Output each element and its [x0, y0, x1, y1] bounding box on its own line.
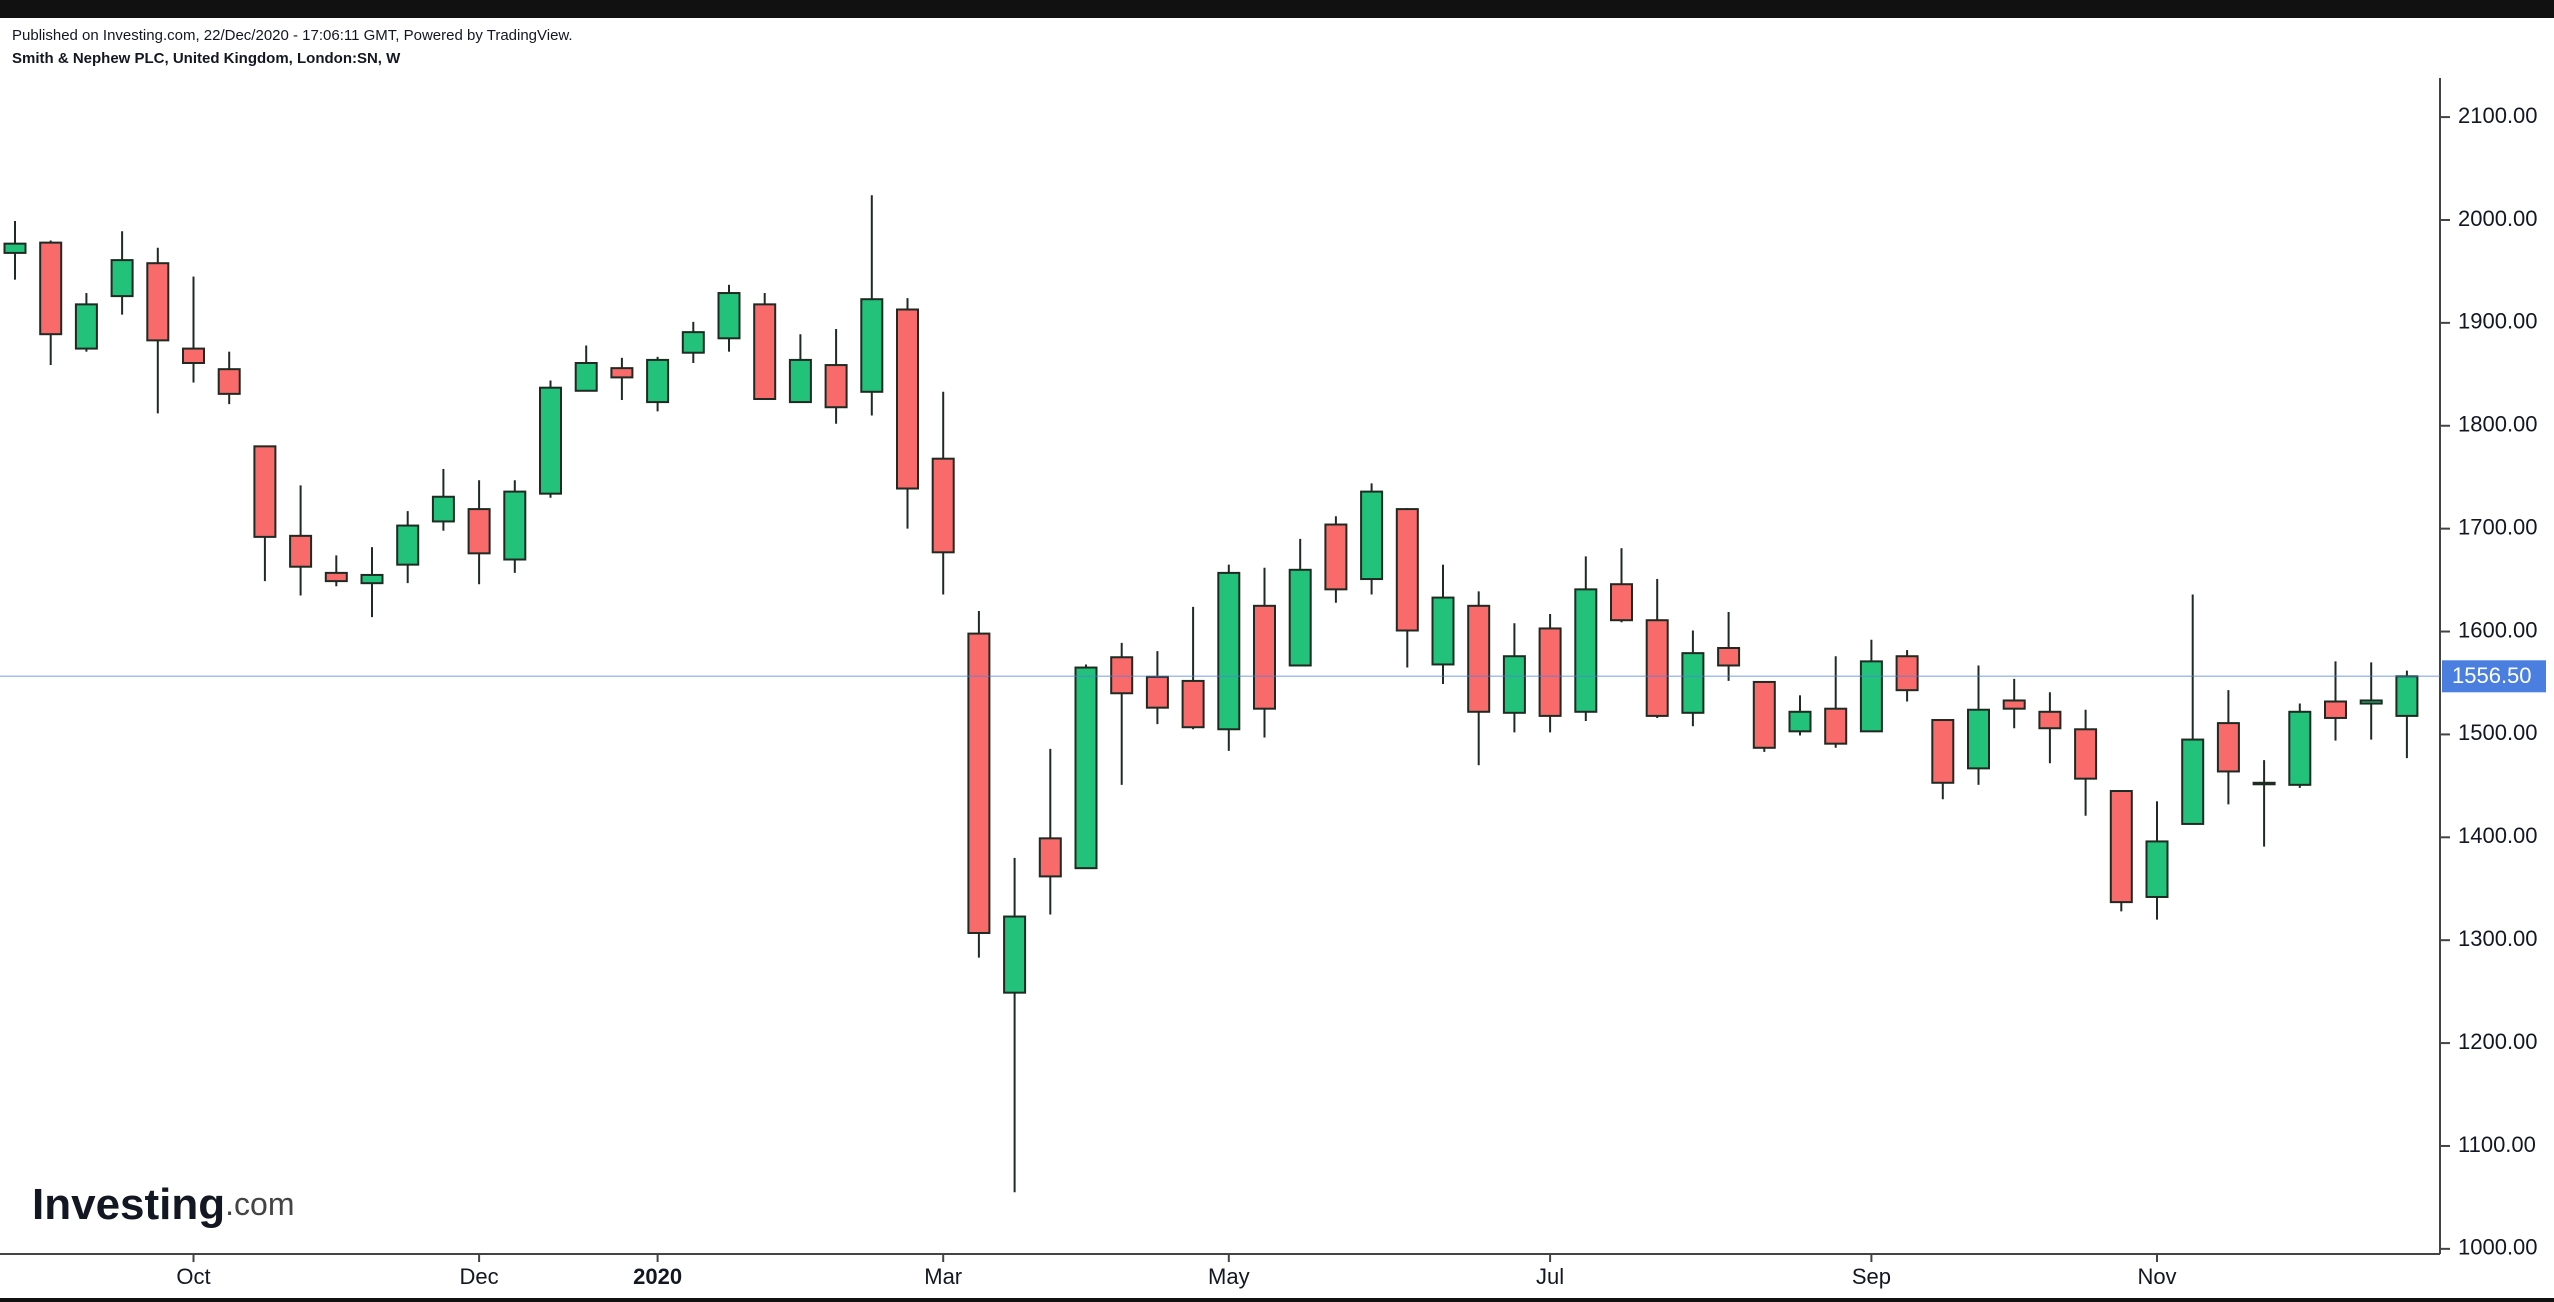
logo-name: Investing: [32, 1180, 225, 1229]
candle-body: [2252, 781, 2276, 786]
candle-body: [253, 445, 277, 538]
candle-body: [1003, 915, 1027, 994]
y-tick-label: 2100.00: [2458, 103, 2538, 128]
candle-body: [1502, 655, 1526, 714]
candle-body: [2181, 738, 2205, 825]
candle-body: [610, 367, 634, 379]
candle-body: [1038, 837, 1062, 878]
candle-body: [2002, 699, 2026, 710]
candle-body: [1324, 523, 1348, 591]
candle-body: [360, 573, 384, 585]
candle-body: [1074, 666, 1098, 870]
candle-body: [396, 524, 420, 566]
candle-body: [1181, 679, 1205, 729]
candle-body: [681, 331, 705, 354]
candle-body: [1538, 627, 1562, 717]
x-tick-label: Mar: [924, 1264, 962, 1289]
candle-body: [1288, 568, 1312, 667]
y-tick-label: 1800.00: [2458, 412, 2538, 437]
candle-body: [1681, 652, 1705, 714]
candle-body: [1788, 710, 1812, 733]
candle-body: [1253, 604, 1276, 710]
chart-title: Smith & Nephew PLC, United Kingdom, Lond…: [12, 50, 401, 67]
candle-body: [1467, 604, 1491, 713]
candle-body: [146, 262, 170, 342]
top-bar: [0, 0, 2554, 18]
candle-body: [2324, 700, 2347, 719]
candle-body: [539, 386, 562, 495]
x-tick-label: Oct: [176, 1264, 210, 1289]
y-tick-label: 1200.00: [2458, 1029, 2538, 1054]
candle-body: [467, 508, 491, 555]
candle-body: [1217, 571, 1241, 731]
last-price-box: [2442, 660, 2546, 693]
x-tick-label: May: [1208, 1264, 1250, 1289]
x-tick-label: Dec: [460, 1264, 499, 1289]
last-price-label: 1556.50: [2452, 663, 2532, 688]
candle-body: [324, 571, 348, 583]
candle-body: [1717, 646, 1741, 667]
y-tick-label: 1000.00: [2458, 1235, 2538, 1260]
bottom-border: [0, 1298, 2554, 1302]
y-tick-label: 1600.00: [2458, 617, 2538, 642]
candle-body: [967, 632, 991, 934]
candle-body: [788, 358, 812, 404]
candle-body: [289, 534, 313, 568]
candle-body: [1110, 656, 1134, 695]
y-tick-label: 1300.00: [2458, 926, 2538, 951]
candle-body: [503, 490, 527, 561]
candle-body: [1610, 583, 1633, 622]
candle-body: [1431, 596, 1455, 666]
candle-body: [2145, 840, 2169, 898]
y-tick-label: 1400.00: [2458, 823, 2538, 848]
x-tick-label: Jul: [1536, 1264, 1564, 1289]
published-note: Published on Investing.com, 22/Dec/2020 …: [12, 27, 573, 44]
y-tick-label: 1100.00: [2458, 1132, 2536, 1157]
candle-body: [1895, 655, 1919, 692]
candle-body: [182, 347, 205, 364]
candle-body: [1967, 708, 1990, 770]
y-tick-label: 1500.00: [2458, 720, 2538, 745]
candle-body: [931, 457, 955, 554]
candle-body: [3, 242, 27, 254]
candle-body: [217, 368, 241, 395]
y-tick-label: 1900.00: [2458, 309, 2538, 334]
candle-body: [1824, 707, 1848, 745]
candle-body: [2288, 710, 2312, 786]
candle-body: [2074, 728, 2098, 780]
y-tick-label: 1700.00: [2458, 514, 2538, 539]
candle-body: [896, 308, 919, 490]
candle-body: [717, 292, 741, 340]
candle-body: [646, 358, 670, 404]
x-tick-label: Nov: [2137, 1264, 2176, 1289]
candle-body: [1931, 719, 1955, 784]
candle-body: [431, 495, 455, 523]
candle-body: [2395, 675, 2419, 717]
candle-body: [2359, 699, 2383, 705]
logo: Investing.com: [32, 1180, 295, 1229]
candle-body: [1752, 680, 1776, 749]
candle-body: [860, 298, 884, 393]
x-tick-label: 2020: [633, 1264, 682, 1289]
candle-body: [824, 364, 848, 409]
candle-body: [1395, 508, 1419, 632]
candle-body: [1859, 660, 1883, 733]
candle-body: [574, 361, 598, 392]
candle-body: [1645, 619, 1669, 717]
candle-body: [1145, 675, 1169, 709]
logo-suffix: .com: [225, 1186, 294, 1222]
candle-body: [753, 303, 777, 401]
candle-body: [74, 303, 98, 350]
candle-body: [2216, 722, 2240, 773]
candle-body: [39, 241, 63, 336]
candle-body: [1360, 490, 1384, 581]
candle-body: [2109, 790, 2133, 904]
x-tick-label: Sep: [1852, 1264, 1891, 1289]
candle-body: [110, 259, 134, 298]
y-tick-label: 2000.00: [2458, 206, 2538, 231]
candle-body: [2038, 710, 2062, 730]
candle-body: [1574, 588, 1598, 713]
